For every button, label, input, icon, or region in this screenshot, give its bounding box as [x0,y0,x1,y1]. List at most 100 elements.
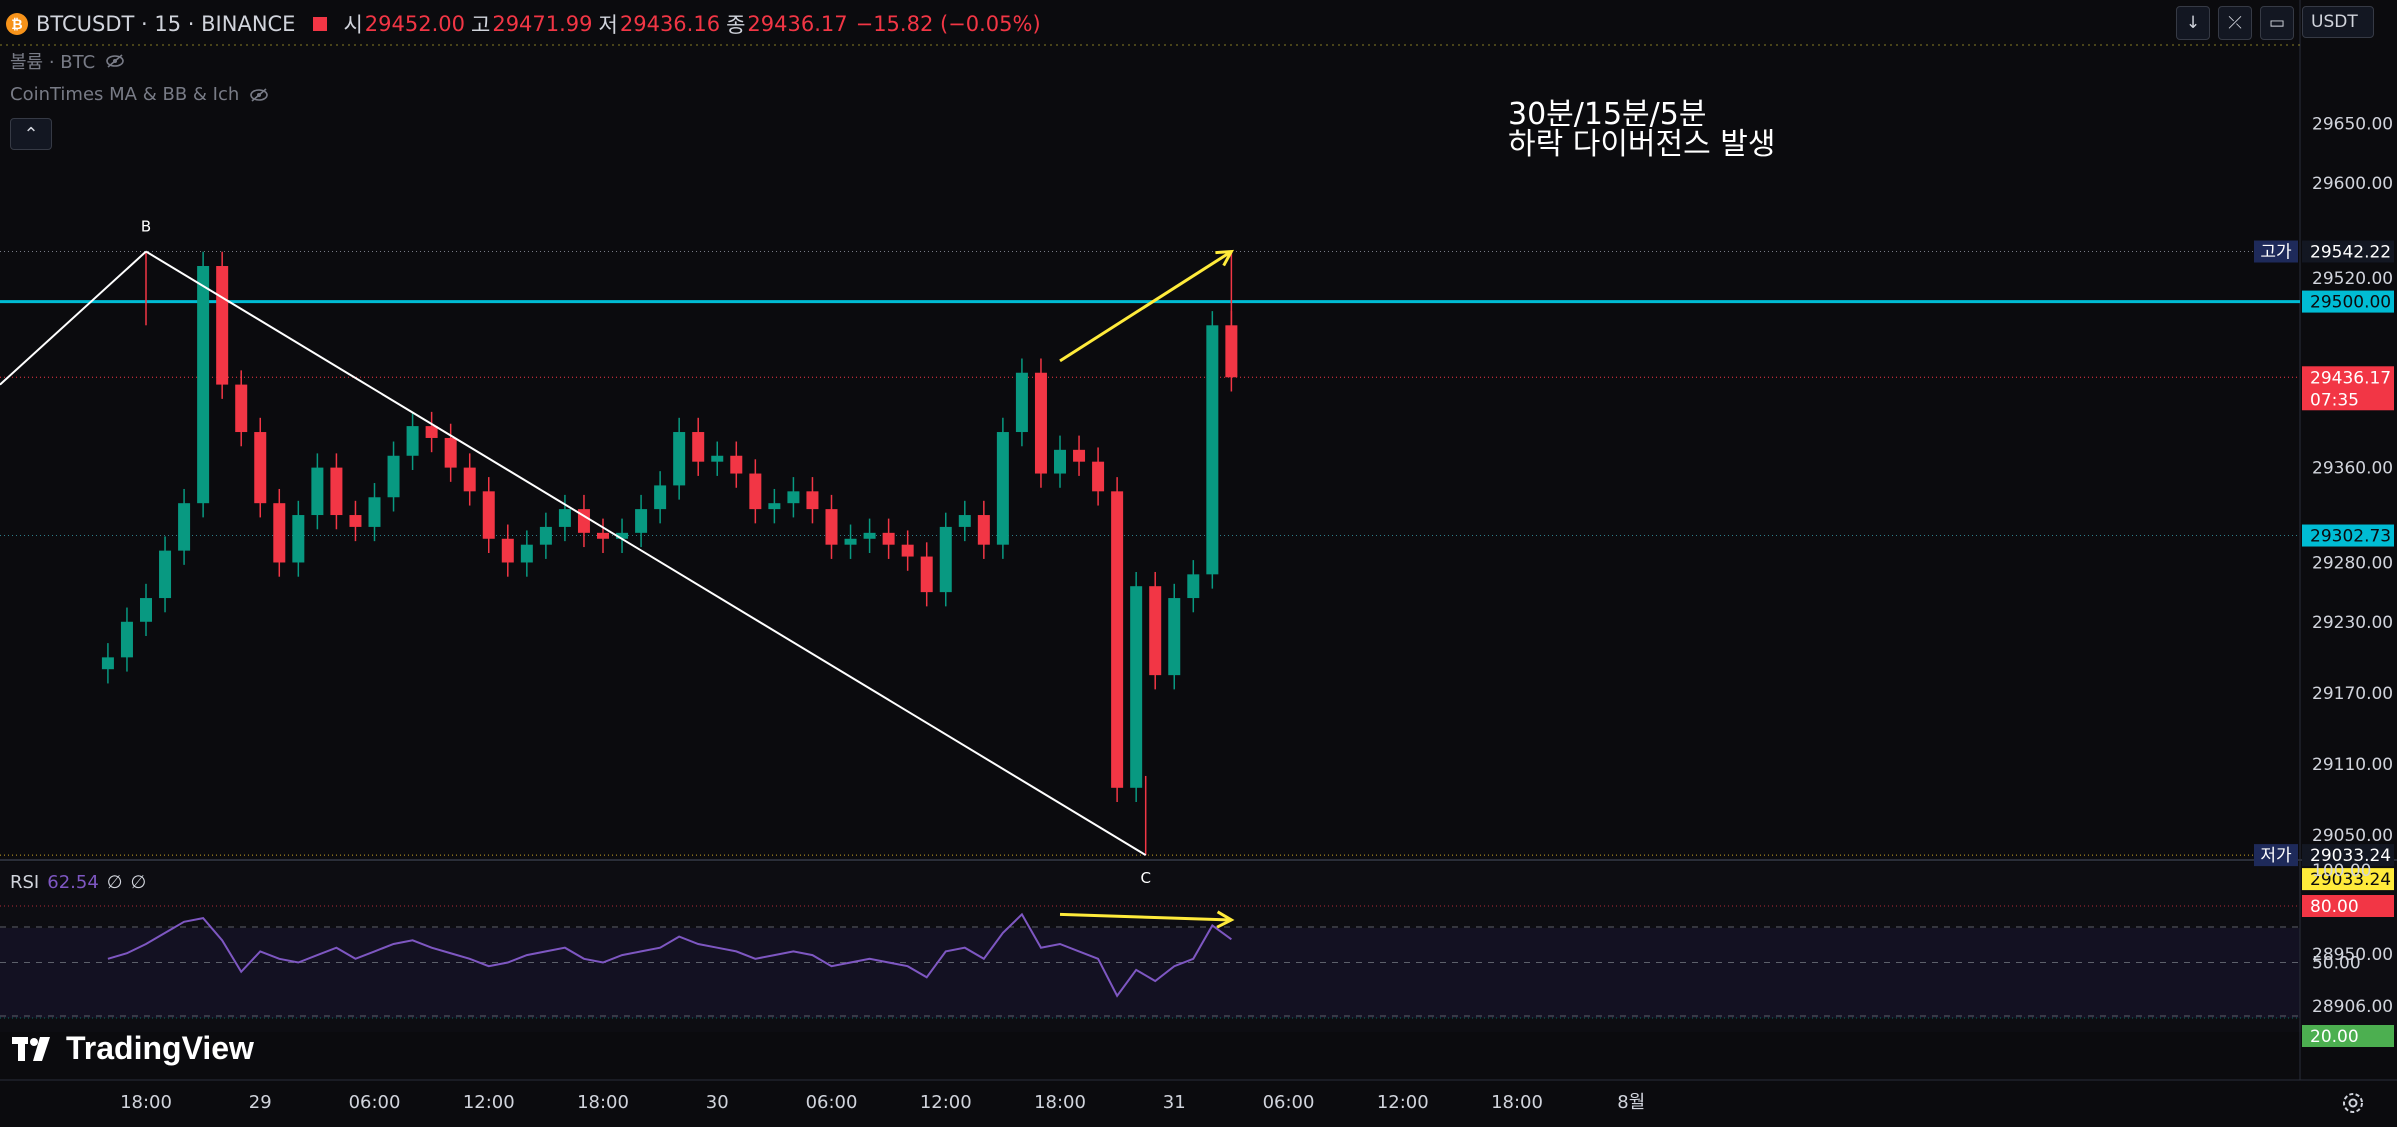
candle[interactable] [482,491,495,539]
open-label: 시 [343,13,363,37]
rsi-upper-tag: 80.00 [2310,897,2359,917]
collapse-indicators-button[interactable]: ⌃ [10,118,52,150]
time-tick-label: 06:00 [806,1092,858,1113]
fullscreen-button[interactable]: ▭ [2260,6,2294,40]
candle[interactable] [273,503,286,563]
candle[interactable] [958,515,971,527]
candle[interactable] [692,432,705,462]
candle[interactable] [1092,461,1105,492]
candle[interactable] [939,526,952,593]
overlay-indicator-label: CoinTimes MA & BB & Ich [10,84,240,105]
candle[interactable] [1073,449,1086,462]
candle[interactable] [330,467,343,516]
candle[interactable] [235,384,248,433]
candle[interactable] [787,491,800,504]
collapse-button[interactable]: ⤫ [2218,6,2252,40]
candle[interactable] [1225,325,1238,378]
settings-gear-icon[interactable] [2340,1090,2366,1116]
annotation-line-1: 30분/15분/5분 [1508,97,1707,132]
mid-level-tag-bg [2302,524,2394,547]
currency-button[interactable]: USDT [2302,6,2374,38]
change-value: −15.82 (−0.05%) [855,12,1041,36]
candle[interactable] [1168,598,1181,676]
candle[interactable] [368,497,381,527]
tradingview-logo[interactable]: TradingView [12,1030,254,1067]
candle[interactable] [768,503,781,510]
candle[interactable] [1187,574,1200,599]
overlay-indicator[interactable]: CoinTimes MA & BB & Ich [10,84,269,105]
candle[interactable] [349,515,362,527]
candle[interactable] [825,509,838,545]
candle[interactable] [1054,449,1066,474]
candle[interactable] [1111,491,1124,788]
candle[interactable] [996,432,1009,545]
price-divergence-arrow[interactable] [1059,250,1233,363]
candle[interactable] [844,538,857,545]
download-button[interactable]: ↓ [2176,6,2210,40]
candle[interactable] [387,455,400,498]
candle[interactable] [159,550,172,599]
candle[interactable] [520,544,533,563]
price-tick-label: 29520.00 [2312,269,2393,289]
candle[interactable] [406,426,419,456]
candle[interactable] [216,266,229,385]
flag-icon[interactable] [313,17,328,31]
candle[interactable] [1206,325,1219,575]
candle[interactable] [120,621,133,658]
candle[interactable] [425,426,438,438]
candle[interactable] [749,473,762,510]
eye-hidden-icon[interactable] [105,54,125,68]
rsi-divergence-arrow[interactable] [1059,912,1232,922]
candle[interactable] [901,544,914,557]
trendline-a-b[interactable] [0,250,147,386]
candle[interactable] [101,657,114,670]
candle[interactable] [730,455,743,474]
time-tick-label: 18:00 [1491,1092,1543,1113]
rsi-line[interactable] [107,912,1232,998]
time-tick-label: 12:00 [1377,1092,1429,1113]
candle[interactable] [1130,586,1143,788]
candle[interactable] [311,467,324,516]
price-pane[interactable] [0,0,2397,860]
divergence-annotation[interactable]: 30분/15분/5분 하락 다이버전스 발생 [1508,100,1775,160]
candle[interactable] [920,556,933,593]
symbol-title[interactable]: BTCUSDT · 15 · BINANCE [36,12,296,36]
candle[interactable] [558,509,571,527]
candle[interactable] [597,532,609,539]
candle[interactable] [635,509,648,533]
time-tick-label: 18:00 [120,1092,172,1113]
volume-indicator-label: 볼륨 · BTC [10,52,96,73]
candle[interactable] [463,467,476,492]
volume-indicator[interactable]: 볼륨 · BTC [10,48,125,74]
candle[interactable] [178,503,191,551]
candle[interactable] [292,515,305,563]
candle[interactable] [1149,586,1162,676]
candle[interactable] [1034,372,1047,474]
candle[interactable] [654,485,667,510]
candle[interactable] [254,432,267,504]
candle[interactable] [863,532,876,539]
candle[interactable] [616,532,629,539]
time-tick-label: 12:00 [463,1092,515,1113]
candle[interactable] [977,515,990,545]
trendline-b-c[interactable] [145,250,1147,856]
candle[interactable] [197,266,210,504]
low-tag-2: 29033.24 [2310,870,2391,890]
candle[interactable] [501,538,514,563]
price-tick-label: 28906.00 [2312,997,2393,1017]
candle[interactable] [882,532,895,545]
candle[interactable] [673,432,686,486]
fullscreen-icon: ▭ [2268,13,2286,33]
eye-hidden-icon[interactable] [249,87,269,102]
rsi-legend[interactable]: RSI 62.54 ∅ ∅ [10,872,146,893]
low-tag-2-bg [2302,868,2394,891]
candle[interactable] [711,455,724,462]
candle[interactable] [444,437,457,468]
candle[interactable] [539,526,552,545]
candle[interactable] [140,598,152,622]
last-price-tag: 29436.17 [2310,368,2391,388]
candle[interactable] [1015,372,1028,433]
candle[interactable] [806,491,819,510]
